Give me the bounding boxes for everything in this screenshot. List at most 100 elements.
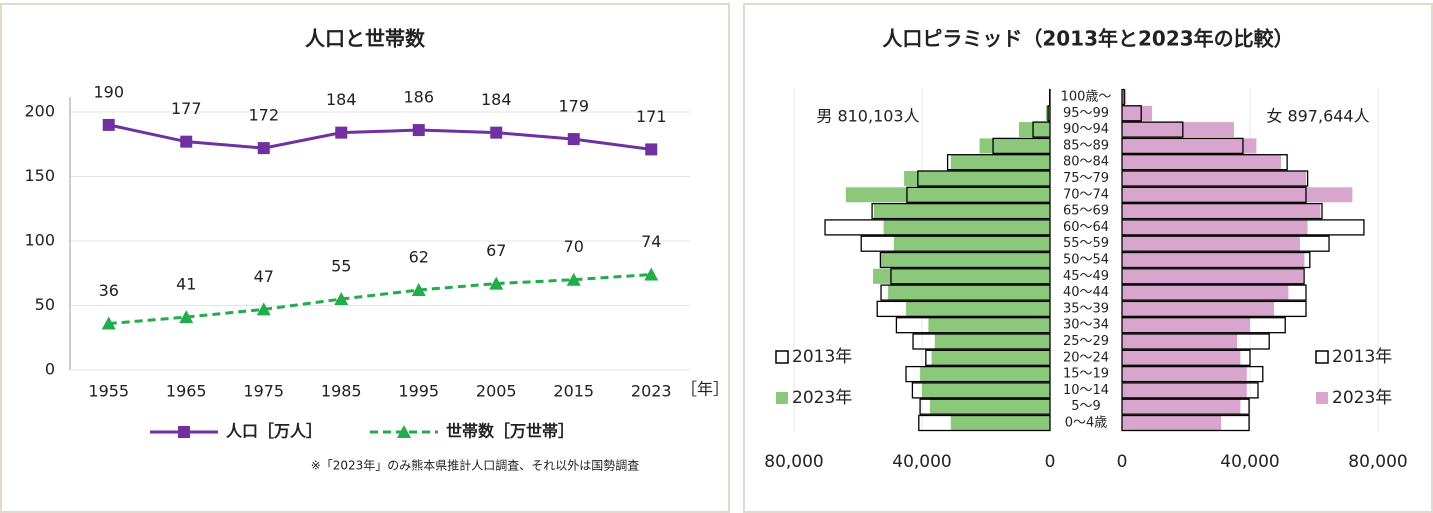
bar — [1121, 219, 1365, 236]
bar — [1047, 105, 1051, 122]
bar — [1122, 122, 1234, 138]
bar — [1121, 154, 1288, 171]
bar — [879, 251, 1051, 269]
age-label: 10～14 — [1063, 383, 1109, 398]
x-tick-label: 0 — [1117, 452, 1128, 472]
bar — [919, 398, 1051, 415]
bar — [918, 414, 1051, 432]
data-label: 179 — [558, 97, 589, 116]
bar — [1121, 202, 1323, 220]
marker — [397, 425, 411, 438]
bar — [917, 170, 1051, 187]
age-label: 50～54 — [1063, 253, 1109, 268]
bar — [1122, 415, 1222, 431]
bar — [904, 171, 1050, 186]
legend-swatch — [1315, 350, 1329, 364]
bar — [1122, 268, 1304, 284]
bar — [1121, 137, 1244, 155]
marker — [101, 316, 116, 330]
bar — [979, 138, 1050, 154]
data-label: 177 — [171, 99, 202, 118]
legend-label: 2023年 — [792, 388, 852, 408]
y-tick-label: 50 — [35, 295, 55, 314]
bar — [1121, 105, 1142, 122]
bar — [1121, 235, 1330, 252]
data-label: 67 — [486, 241, 506, 260]
x-tick-label: 1995 — [398, 382, 439, 401]
bar — [928, 317, 1050, 333]
age-label: 55～59 — [1063, 236, 1109, 251]
bar — [880, 284, 1051, 301]
side-label: 女 897,644人 — [1266, 107, 1369, 126]
age-label: 85～89 — [1063, 138, 1109, 153]
bar — [912, 333, 1051, 350]
bar — [824, 219, 1051, 236]
bar — [1122, 105, 1153, 121]
bar — [1121, 170, 1309, 187]
age-label: 80～84 — [1063, 155, 1109, 170]
bar — [1121, 88, 1125, 106]
legend-label: 2023年 — [1332, 388, 1392, 408]
bar — [890, 268, 1051, 285]
marker — [335, 126, 348, 139]
chart-title: 人口と世帯数 — [305, 27, 426, 51]
legend-swatch — [776, 392, 788, 404]
x-tick-label: 80,000 — [1348, 452, 1407, 472]
bar — [1121, 284, 1307, 301]
bar — [922, 382, 1050, 398]
bar — [1122, 171, 1306, 186]
bar — [925, 349, 1051, 366]
legend-label: 2013年 — [1332, 347, 1392, 367]
series-line — [108, 123, 652, 151]
bar — [860, 235, 1051, 252]
bar — [874, 203, 1050, 219]
bar — [1122, 236, 1300, 252]
data-label: 186 — [403, 88, 434, 107]
bar — [934, 334, 1050, 349]
age-label: 45～49 — [1063, 269, 1109, 284]
bar — [1122, 219, 1308, 235]
marker — [180, 135, 193, 148]
bar — [1121, 300, 1307, 318]
bar — [1122, 154, 1282, 170]
right-panel — [743, 3, 1433, 513]
marker — [257, 142, 270, 155]
bar — [1122, 187, 1353, 203]
bar — [1121, 268, 1305, 285]
marker — [644, 267, 659, 281]
bar — [895, 317, 1051, 334]
data-label: 36 — [99, 281, 119, 300]
y-tick-label: 200 — [24, 102, 55, 121]
bar — [1018, 122, 1050, 138]
data-label: 74 — [641, 232, 661, 251]
age-label: 30～34 — [1063, 318, 1109, 333]
x-tick-label: 80,000 — [764, 452, 823, 472]
bar — [880, 252, 1050, 268]
y-tick-label: 100 — [24, 231, 55, 250]
marker — [334, 292, 349, 306]
bar — [905, 365, 1051, 383]
bar — [1122, 285, 1289, 301]
marker — [179, 310, 194, 324]
bar — [1122, 399, 1241, 415]
marker — [412, 124, 425, 137]
age-label: 20～24 — [1063, 350, 1109, 365]
data-label: 171 — [636, 107, 667, 126]
age-label: 95～99 — [1063, 106, 1109, 121]
age-label: 35～39 — [1063, 301, 1109, 316]
marker — [567, 133, 580, 146]
bar — [930, 399, 1050, 415]
age-label: 60～64 — [1063, 220, 1109, 235]
bar — [950, 154, 1050, 170]
data-label: 172 — [248, 106, 279, 125]
y-tick-label: 150 — [24, 166, 55, 185]
x-tick-label: 2015 — [553, 382, 594, 401]
marker — [645, 143, 658, 156]
x-tick-label: 2023 — [631, 382, 672, 401]
legend-swatch — [775, 350, 789, 364]
x-tick-label: 40,000 — [1220, 452, 1279, 472]
marker — [102, 118, 115, 131]
x-tick-label: 40,000 — [892, 452, 951, 472]
x-tick-label: 1975 — [243, 382, 284, 401]
bar — [1122, 252, 1305, 268]
